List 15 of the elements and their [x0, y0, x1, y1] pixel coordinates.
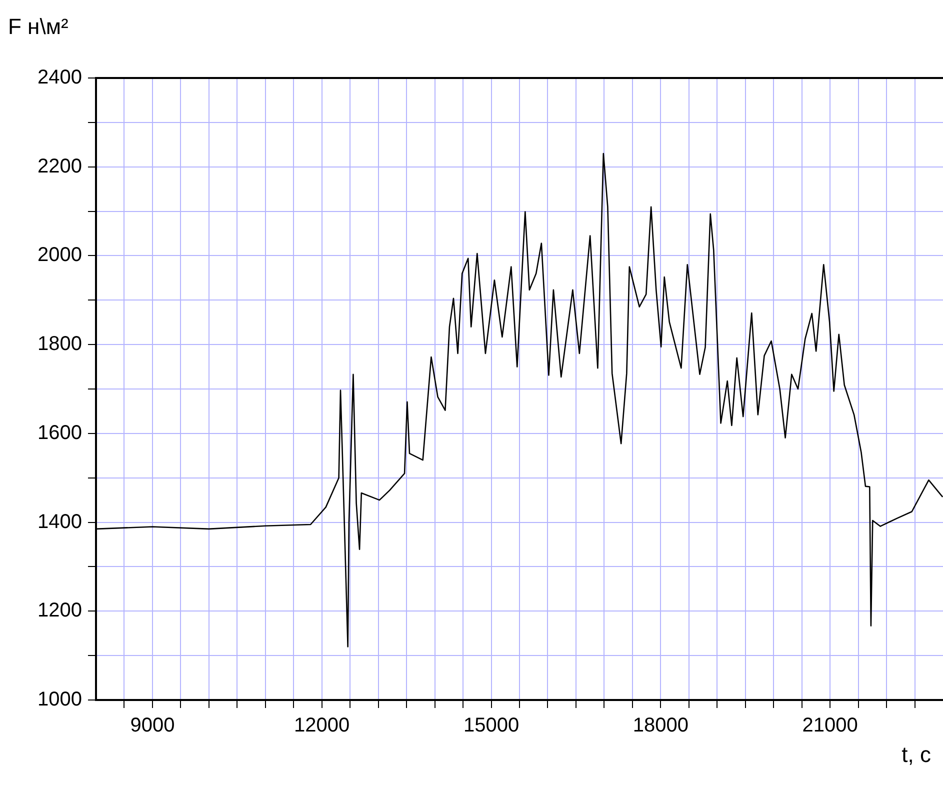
y-tick-label: 1000 [38, 688, 82, 711]
y-tick-label: 2200 [38, 155, 82, 178]
x-axis-title: t, c [902, 742, 931, 768]
x-tick-label: 21000 [802, 714, 858, 737]
y-tick-label: 1800 [38, 333, 82, 356]
x-tick-label: 12000 [294, 714, 350, 737]
y-tick-label: 1600 [38, 422, 82, 444]
x-tick-label: 15000 [463, 714, 520, 737]
y-axis-title: F н\м² [8, 14, 68, 40]
y-tick-label: 1200 [38, 600, 82, 622]
x-tick-label: 18000 [632, 714, 688, 737]
y-tick-label: 2000 [38, 244, 82, 266]
x-tick-label: 9000 [130, 714, 175, 737]
y-tick-label: 1400 [38, 510, 82, 533]
y-tick-label: 2400 [38, 66, 82, 89]
